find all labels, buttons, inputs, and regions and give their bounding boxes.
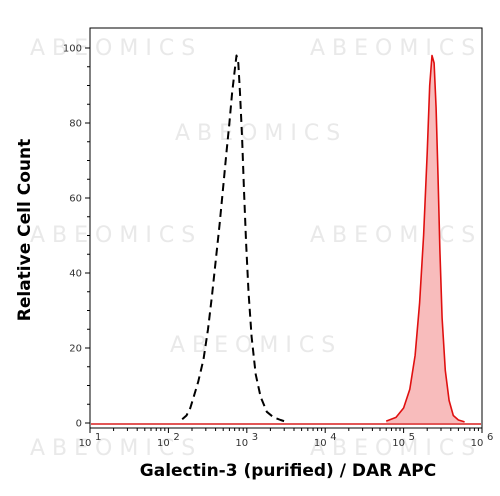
x-tick-label: 10 [79,438,92,449]
y-tick-label: 40 [69,269,82,280]
watermark-text: ABEOMICS [310,36,482,61]
x-tick-label: 10 [471,438,484,449]
series-layer [91,54,481,425]
x-tick-label: 10 [157,438,170,449]
x-axis-title: Galectin-3 (purified) / DAR APC [140,461,436,481]
watermark-text: ABEOMICS [30,36,202,61]
x-tick-exponent: 1 [95,432,101,443]
y-tick-label: 0 [76,419,82,430]
watermark-text: ABEOMICS [310,436,482,461]
watermark-text: ABEOMICS [30,436,202,461]
x-tick-exponent: 2 [173,432,179,443]
x-tick-label: 10 [314,438,327,449]
plot-frame [89,27,483,429]
stained-histogram-fill [386,55,465,423]
watermark-text: ABEOMICS [30,223,202,248]
x-tick-exponent: 3 [252,432,258,443]
watermark-text: ABEOMICS [170,333,342,358]
y-tick-label: 20 [69,344,82,355]
watermark-layer: ABEOMICS ABEOMICS ABEOMICS ABEOMICS ABEOMICS… [30,36,482,461]
y-tick-label: 60 [69,194,82,205]
watermark-text: ABEOMICS [310,223,482,248]
y-axis-title: Relative Cell Count [15,139,35,321]
x-tick-label: 10 [235,438,248,449]
x-tick-exponent: 6 [487,432,493,443]
x-tick-exponent: 5 [409,432,415,443]
y-tick-label: 100 [63,44,82,55]
y-tick-label: 80 [69,119,82,130]
x-tick-label: 10 [392,438,405,449]
stained-histogram-line [385,54,465,423]
watermark-text: ABEOMICS [175,121,347,146]
x-tick-exponent: 4 [330,432,336,443]
control-histogram-line [181,54,287,423]
